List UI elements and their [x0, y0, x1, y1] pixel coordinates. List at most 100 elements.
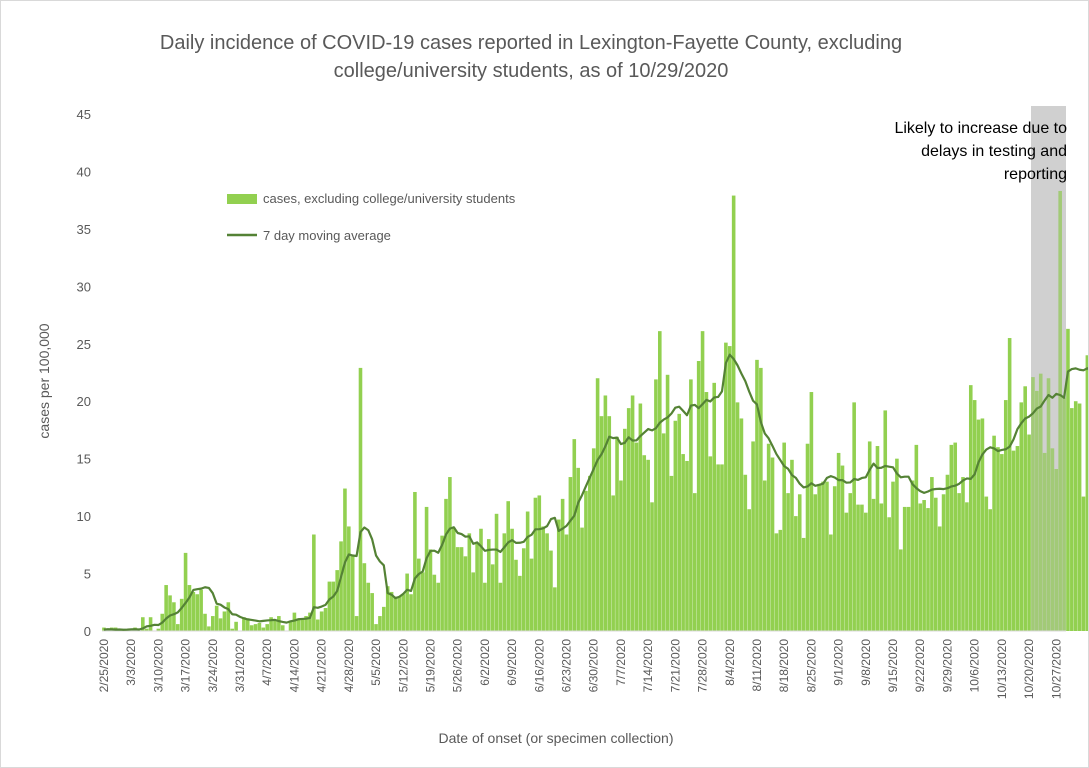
- bar: [1081, 496, 1086, 631]
- bar: [945, 474, 950, 631]
- bar: [755, 359, 759, 631]
- bar: [1085, 355, 1088, 631]
- chart-title-line-2: college/university students, as of 10/29…: [333, 60, 729, 82]
- bar: [401, 594, 406, 631]
- y-tick-label: 45: [77, 107, 91, 122]
- bar: [269, 617, 273, 631]
- bar: [273, 619, 277, 631]
- bar: [580, 527, 584, 631]
- bar: [529, 558, 534, 631]
- bar: [1058, 190, 1062, 631]
- bar: [630, 395, 635, 631]
- bar: [144, 628, 149, 631]
- bar: [786, 493, 790, 631]
- bar: [735, 402, 740, 631]
- bar: [584, 490, 588, 631]
- bar: [436, 582, 441, 631]
- bar: [315, 619, 320, 631]
- bar: [937, 526, 942, 631]
- bar: [148, 617, 153, 631]
- bar: [895, 458, 899, 631]
- bar: [891, 481, 895, 631]
- x-tick-label: 3/31/2020: [233, 639, 247, 693]
- bar: [992, 435, 996, 631]
- y-tick-label: 20: [77, 394, 91, 409]
- bar: [661, 433, 666, 631]
- bar: [848, 493, 853, 631]
- bar: [545, 533, 549, 631]
- bar: [459, 547, 464, 631]
- bar: [619, 480, 623, 631]
- bar: [1015, 446, 1020, 631]
- bar: [1073, 401, 1078, 631]
- bar: [525, 511, 530, 631]
- bar: [234, 621, 238, 631]
- bar: [417, 558, 421, 631]
- bar: [930, 477, 934, 631]
- x-tick-label: 6/2/2020: [478, 639, 492, 686]
- bar: [727, 346, 732, 631]
- bar: [296, 618, 301, 631]
- y-tick-label: 15: [77, 452, 91, 467]
- bar: [467, 533, 472, 631]
- bar: [1000, 454, 1004, 631]
- bar: [471, 572, 476, 631]
- bar: [669, 475, 674, 631]
- y-tick-label: 40: [77, 164, 91, 179]
- x-tick-label: 8/11/2020: [750, 639, 764, 692]
- bar: [984, 496, 989, 631]
- bar: [887, 517, 891, 631]
- bar: [638, 403, 643, 631]
- bar: [486, 539, 491, 631]
- bar: [331, 581, 336, 631]
- bar: [490, 564, 495, 631]
- bar: [918, 503, 923, 631]
- bar: [751, 441, 755, 631]
- bar: [463, 556, 468, 631]
- bar: [626, 408, 631, 631]
- bar: [634, 442, 639, 631]
- bar: [864, 512, 868, 631]
- bar: [242, 617, 246, 631]
- bar: [572, 439, 577, 631]
- x-tick-label: 4/14/2020: [287, 639, 301, 693]
- x-tick-label: 8/18/2020: [777, 639, 791, 693]
- bar: [809, 392, 814, 631]
- bar: [1027, 434, 1031, 631]
- bar: [141, 617, 145, 631]
- bar: [739, 418, 744, 631]
- bar: [564, 534, 569, 631]
- bar: [685, 460, 689, 631]
- bar: [327, 581, 332, 631]
- bar: [844, 512, 849, 631]
- legend-bar-swatch: [227, 194, 257, 204]
- bar: [164, 585, 168, 631]
- bar: [494, 513, 499, 631]
- y-tick-label: 35: [77, 222, 91, 237]
- bar: [183, 552, 188, 631]
- bar: [615, 436, 619, 631]
- bar: [704, 392, 709, 631]
- bar: [1011, 450, 1016, 631]
- bar: [335, 570, 339, 631]
- x-tick-label: 8/4/2020: [723, 639, 737, 686]
- x-tick-label: 6/23/2020: [560, 639, 574, 693]
- bar: [1023, 386, 1027, 631]
- bar: [195, 594, 200, 631]
- bar: [1042, 452, 1047, 631]
- line-layer: [103, 353, 1088, 631]
- x-tick-label: 9/15/2020: [886, 639, 900, 693]
- bar: [926, 508, 930, 631]
- bar: [245, 618, 250, 631]
- bar: [852, 402, 856, 631]
- bar: [902, 506, 907, 631]
- bar: [506, 501, 510, 631]
- bar: [288, 621, 293, 631]
- x-tick-label: 6/9/2020: [505, 639, 519, 686]
- bar: [883, 410, 888, 631]
- x-tick-label: 9/29/2020: [940, 639, 954, 693]
- bar: [265, 624, 269, 631]
- bar: [350, 555, 355, 631]
- x-tick-label: 10/27/2020: [1049, 639, 1063, 699]
